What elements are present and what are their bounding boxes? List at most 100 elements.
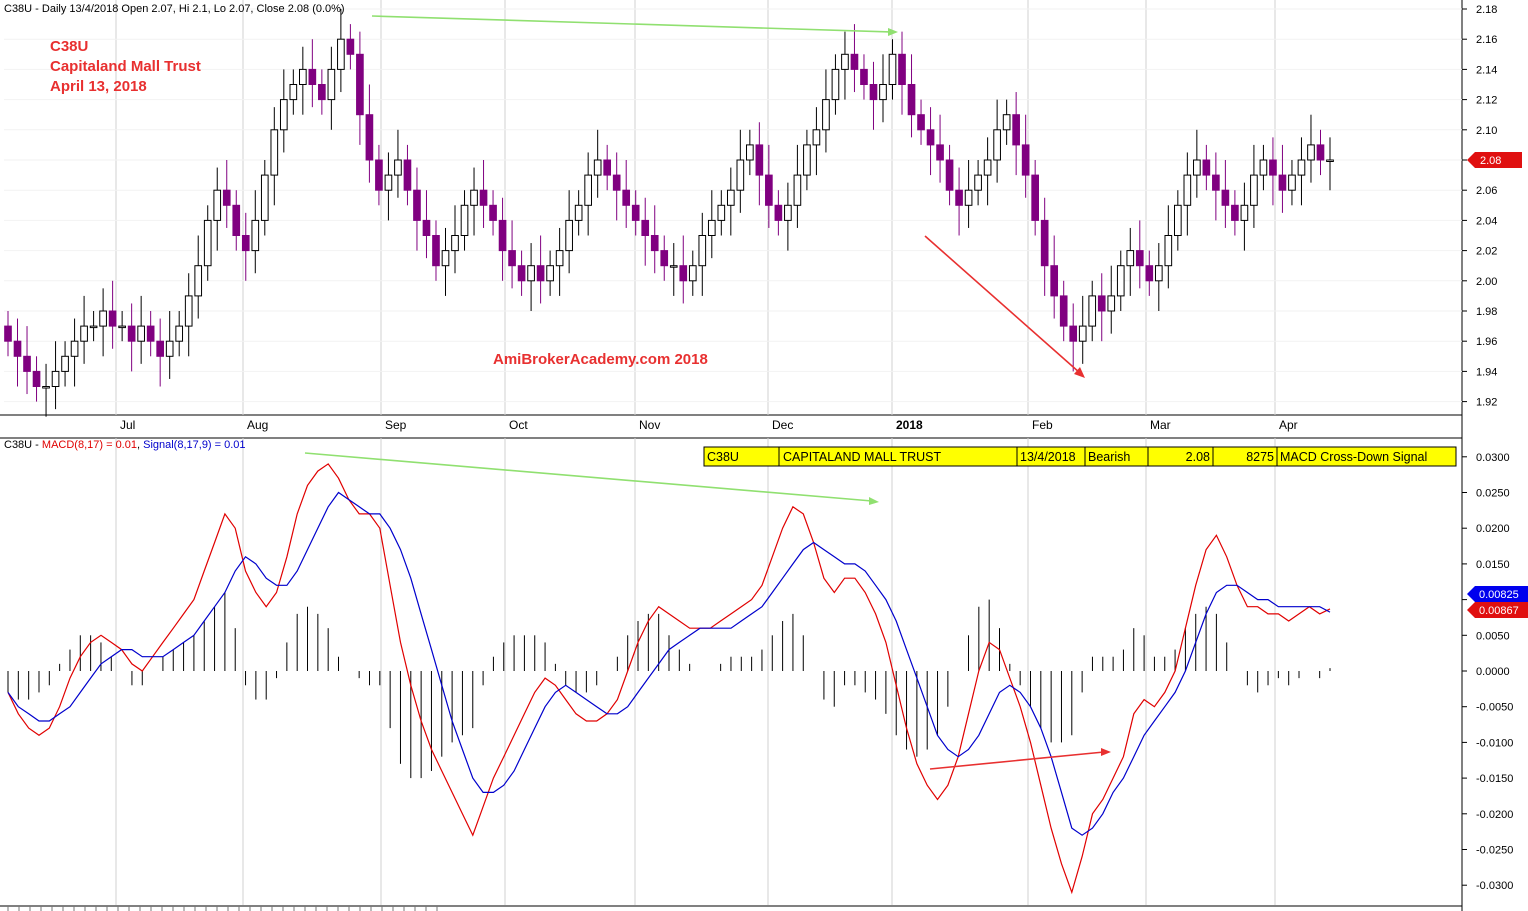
signal-table-price: 2.08 bbox=[1186, 450, 1210, 464]
annotation-name: Capitaland Mall Trust bbox=[50, 58, 201, 75]
candle-body bbox=[1164, 235, 1173, 267]
candle bbox=[1297, 137, 1306, 206]
candle-body bbox=[517, 265, 526, 282]
candle-body bbox=[926, 129, 935, 146]
candle-body bbox=[299, 68, 307, 86]
annotation-ticker: C38U bbox=[50, 38, 88, 55]
candle-body bbox=[4, 325, 12, 342]
candle bbox=[841, 31, 849, 100]
price-tick-label: 2.04 bbox=[1476, 215, 1497, 227]
candle bbox=[1212, 152, 1220, 221]
candle-body bbox=[660, 250, 669, 267]
candle bbox=[184, 273, 193, 357]
axis-badges: 2.08 0.00825 0.00867 bbox=[1467, 152, 1528, 618]
candle-body bbox=[51, 370, 60, 387]
candle-body bbox=[603, 159, 612, 176]
candle bbox=[70, 318, 79, 387]
candle-body bbox=[489, 204, 497, 221]
candle bbox=[137, 295, 145, 364]
candle bbox=[803, 129, 811, 191]
candle-body bbox=[346, 38, 355, 55]
candle-body bbox=[622, 189, 631, 206]
candle-body bbox=[898, 53, 906, 85]
candle-body bbox=[641, 219, 650, 236]
candle-body bbox=[441, 250, 450, 267]
candle-body bbox=[1002, 114, 1011, 131]
price-pane[interactable] bbox=[4, 9, 1334, 417]
candle bbox=[593, 129, 602, 198]
candle bbox=[1021, 114, 1030, 198]
candle bbox=[489, 190, 497, 236]
candle bbox=[1031, 160, 1039, 236]
candle-body bbox=[707, 219, 716, 236]
candle bbox=[1231, 190, 1239, 236]
macd-tick-label: 0.0000 bbox=[1476, 666, 1510, 678]
candle bbox=[1240, 182, 1249, 251]
candle bbox=[1269, 137, 1277, 206]
candle-body bbox=[1250, 174, 1258, 206]
signal-table-volume: 8275 bbox=[1246, 450, 1274, 464]
candle-body bbox=[746, 144, 754, 161]
candle-body bbox=[917, 114, 925, 131]
candle bbox=[641, 197, 650, 266]
candle bbox=[356, 31, 364, 145]
candle bbox=[574, 190, 583, 236]
month-tick-label: Apr bbox=[1279, 418, 1298, 432]
macd-tick-label: -0.0050 bbox=[1476, 702, 1513, 714]
price-downtrend-arrow bbox=[924, 235, 1081, 374]
candle bbox=[1173, 190, 1182, 251]
candle-body bbox=[318, 84, 326, 101]
candle bbox=[1250, 144, 1258, 228]
candle-body bbox=[650, 235, 659, 252]
candle bbox=[51, 341, 60, 410]
candle bbox=[1183, 152, 1192, 236]
candle-body bbox=[232, 204, 241, 237]
candle-body bbox=[1040, 219, 1049, 267]
candle bbox=[260, 160, 269, 236]
candle-body bbox=[1078, 325, 1087, 342]
candle bbox=[1088, 280, 1097, 342]
month-tick-label: Jul bbox=[120, 418, 135, 432]
candle-body bbox=[841, 53, 849, 70]
price-tick-label: 2.00 bbox=[1476, 276, 1497, 288]
candle-body bbox=[289, 84, 298, 101]
macd-tick-label: 0.0050 bbox=[1476, 630, 1510, 642]
price-tick-label: 1.96 bbox=[1476, 336, 1497, 348]
candle-body bbox=[765, 174, 773, 206]
candle bbox=[346, 24, 355, 70]
candle-body bbox=[194, 265, 203, 297]
candle bbox=[479, 160, 488, 228]
candle-body bbox=[1154, 265, 1163, 282]
candle bbox=[536, 235, 545, 304]
candle-body bbox=[1088, 295, 1097, 327]
candle-body bbox=[936, 144, 944, 161]
candle bbox=[688, 250, 697, 296]
candle-body bbox=[1221, 189, 1230, 206]
candle bbox=[498, 197, 507, 281]
candle-body bbox=[13, 340, 22, 357]
month-tick-label: Aug bbox=[247, 418, 268, 432]
candle bbox=[23, 326, 31, 395]
month-tick-label: Oct bbox=[509, 418, 528, 432]
candle bbox=[251, 190, 260, 274]
candle bbox=[1316, 129, 1325, 176]
candle bbox=[441, 227, 450, 296]
candle-body bbox=[679, 265, 688, 282]
candle-body bbox=[1288, 174, 1296, 191]
macd-pane[interactable] bbox=[7, 463, 1331, 895]
candle bbox=[736, 129, 745, 213]
candle-body bbox=[1145, 265, 1154, 282]
candle-body bbox=[879, 84, 887, 101]
candle bbox=[1069, 303, 1078, 372]
candle bbox=[983, 137, 992, 206]
candle bbox=[631, 190, 640, 236]
candle bbox=[1078, 295, 1087, 364]
candle-body bbox=[784, 204, 792, 221]
candle bbox=[270, 107, 279, 206]
macd-tick-label: 0.0200 bbox=[1476, 523, 1510, 535]
arrow-head-icon bbox=[869, 497, 879, 505]
signal-line bbox=[7, 491, 1331, 836]
candle bbox=[4, 311, 12, 357]
candle bbox=[517, 250, 526, 296]
